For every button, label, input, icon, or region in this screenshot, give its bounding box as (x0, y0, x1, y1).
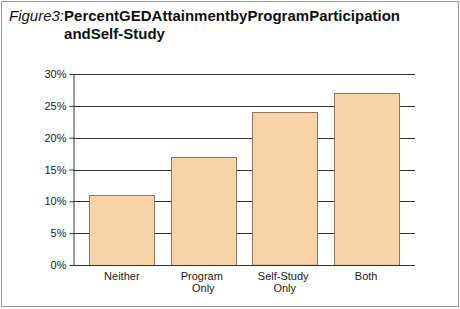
y-tick-label: 25% (44, 100, 66, 112)
bar (335, 94, 400, 266)
x-tick-label: Neither (104, 270, 140, 282)
y-axis: 0% 5% 10% 15% 20% 25% 30% (44, 68, 74, 271)
y-tick-label: 30% (44, 68, 66, 80)
y-tick-label: 20% (44, 132, 66, 144)
y-tick-mark (70, 74, 74, 75)
x-axis: Neither Program Only Self-Study Only Both (104, 270, 377, 294)
title: Figure 3: Percent GED Attainment by Prog… (9, 7, 404, 42)
grid-line (73, 74, 415, 75)
grid-line (73, 265, 415, 266)
y-tick-mark (70, 106, 74, 107)
y-axis-line (74, 75, 75, 266)
bar (253, 113, 318, 266)
y-tick: 20% (44, 132, 73, 144)
y-tick-mark (70, 201, 74, 202)
y-tick-mark (70, 233, 74, 234)
bar (172, 158, 237, 266)
y-tick: 5% (51, 227, 74, 239)
y-tick-label: 5% (51, 227, 67, 239)
bars (90, 94, 400, 266)
bar (90, 196, 155, 266)
x-tick-label: Program Only (181, 270, 226, 294)
y-tick: 15% (44, 164, 73, 176)
y-tick-label: 0% (51, 259, 67, 271)
x-tick-label: Both (355, 270, 378, 282)
grid (73, 75, 415, 266)
y-tick-mark (70, 138, 74, 139)
y-tick: 0% (51, 259, 74, 271)
y-tick-mark (70, 265, 74, 266)
y-tick-label: 10% (44, 195, 66, 207)
y-tick: 10% (44, 195, 73, 207)
y-tick-mark (70, 170, 74, 171)
y-tick-label: 15% (44, 164, 66, 176)
frame (2, 2, 459, 307)
y-tick: 30% (44, 68, 73, 80)
x-tick-label: Self-Study Only (258, 270, 312, 294)
y-tick: 25% (44, 100, 73, 112)
chart: Figure 3: Percent GED Attainment by Prog… (0, 0, 460, 309)
